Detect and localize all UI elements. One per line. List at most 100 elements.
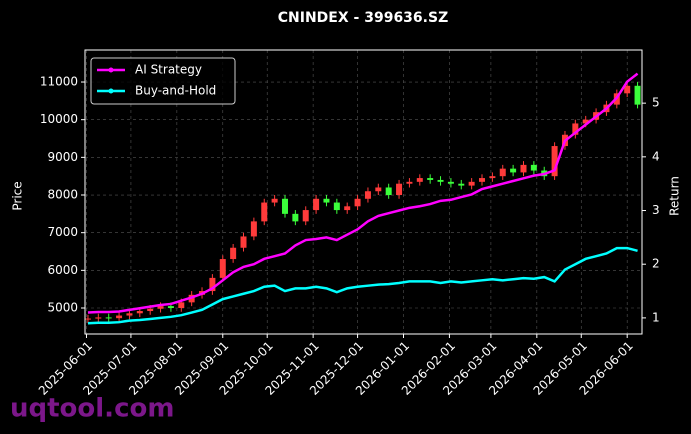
candle-body [167, 306, 174, 309]
candle [458, 179, 465, 190]
candle-body [499, 168, 506, 177]
candle [261, 198, 268, 226]
candle [302, 206, 309, 226]
candle [499, 164, 506, 180]
candle-body [427, 178, 434, 180]
candle-body [271, 198, 278, 203]
watermark: uqtool.com [10, 394, 174, 424]
y-axis-label: Price [11, 181, 25, 210]
y2-tick-label: 5 [652, 96, 660, 110]
candle [126, 309, 133, 320]
y-tick-label: 5000 [47, 301, 78, 315]
candle [313, 195, 320, 214]
return-line [87, 72, 639, 314]
legend-marker [108, 67, 114, 73]
candle-body [116, 315, 123, 319]
candle-body [126, 313, 133, 316]
candle-body [437, 179, 444, 182]
candle [116, 311, 123, 322]
candle [510, 164, 517, 177]
candle-body [136, 311, 143, 314]
candle [219, 255, 226, 282]
candle-body [209, 277, 216, 292]
candle [240, 232, 247, 252]
y2-tick-label: 4 [652, 149, 660, 163]
legend-label: Buy-and-Hold [135, 84, 216, 98]
return-line [87, 246, 638, 325]
candle [250, 217, 257, 241]
candle [209, 274, 216, 295]
candle-body [406, 181, 413, 184]
candle-body [105, 317, 112, 319]
y-tick-label: 6000 [47, 263, 78, 277]
candle-body [250, 221, 257, 237]
chart-title: CNINDEX - 399636.SZ [278, 10, 448, 26]
candle-body [95, 317, 102, 319]
candle [333, 198, 340, 214]
candle-body [396, 183, 403, 196]
candle [437, 176, 444, 186]
candle [354, 195, 361, 211]
candle [572, 119, 579, 139]
legend-box [90, 57, 236, 105]
candle [292, 210, 299, 226]
candle-body [230, 247, 237, 260]
candle-body [354, 198, 361, 207]
candle [520, 161, 527, 177]
candle-body [240, 236, 247, 248]
y2-tick-label: 1 [652, 310, 660, 324]
candle [468, 178, 475, 190]
candle [406, 178, 413, 188]
y2-axis-label: Return [668, 176, 682, 216]
candle-body [447, 181, 454, 184]
candle-body [634, 85, 641, 105]
candle [416, 174, 423, 186]
y-tick-label: 7000 [47, 225, 78, 239]
candle-body [385, 187, 392, 196]
candle [281, 195, 288, 218]
candle-body [84, 318, 91, 320]
candle-body [178, 302, 185, 309]
candle-body [530, 164, 537, 171]
candle-body [624, 85, 631, 94]
candle-body [292, 213, 299, 222]
candle [84, 314, 91, 324]
candle [105, 313, 112, 322]
candle-body [281, 198, 288, 214]
candle [479, 174, 486, 186]
candle-body [147, 308, 154, 312]
candle-body [375, 187, 382, 192]
y-tick-label: 9000 [47, 150, 78, 164]
candle-body [219, 259, 226, 278]
candle-body [323, 198, 330, 203]
candle-body [510, 168, 517, 173]
candle-body [302, 210, 309, 222]
candle-body [572, 123, 579, 135]
candle-body [344, 206, 351, 211]
candle [447, 178, 454, 188]
candle-body [468, 181, 475, 186]
legend: AI Strategy Buy-and-Hold [90, 57, 236, 105]
candle [95, 313, 102, 323]
candle-body [416, 178, 423, 182]
candle-body [364, 191, 371, 199]
candle-body [551, 146, 558, 177]
candle-body [261, 202, 268, 222]
candle-body [333, 202, 340, 211]
candle [344, 202, 351, 214]
y-tick-label: 11000 [40, 75, 78, 89]
candle-body [520, 164, 527, 173]
candle [230, 243, 237, 263]
candle [385, 183, 392, 199]
candle-body [582, 119, 589, 124]
candle [530, 161, 537, 175]
y-tick-label: 8000 [47, 188, 78, 202]
legend-label: AI Strategy [135, 63, 202, 77]
candle [551, 142, 558, 180]
plot-frame [84, 49, 643, 335]
candle [396, 179, 403, 199]
y2-tick-label: 2 [652, 257, 660, 271]
candle [427, 174, 434, 184]
candle-body [157, 306, 164, 309]
candle [271, 195, 278, 207]
